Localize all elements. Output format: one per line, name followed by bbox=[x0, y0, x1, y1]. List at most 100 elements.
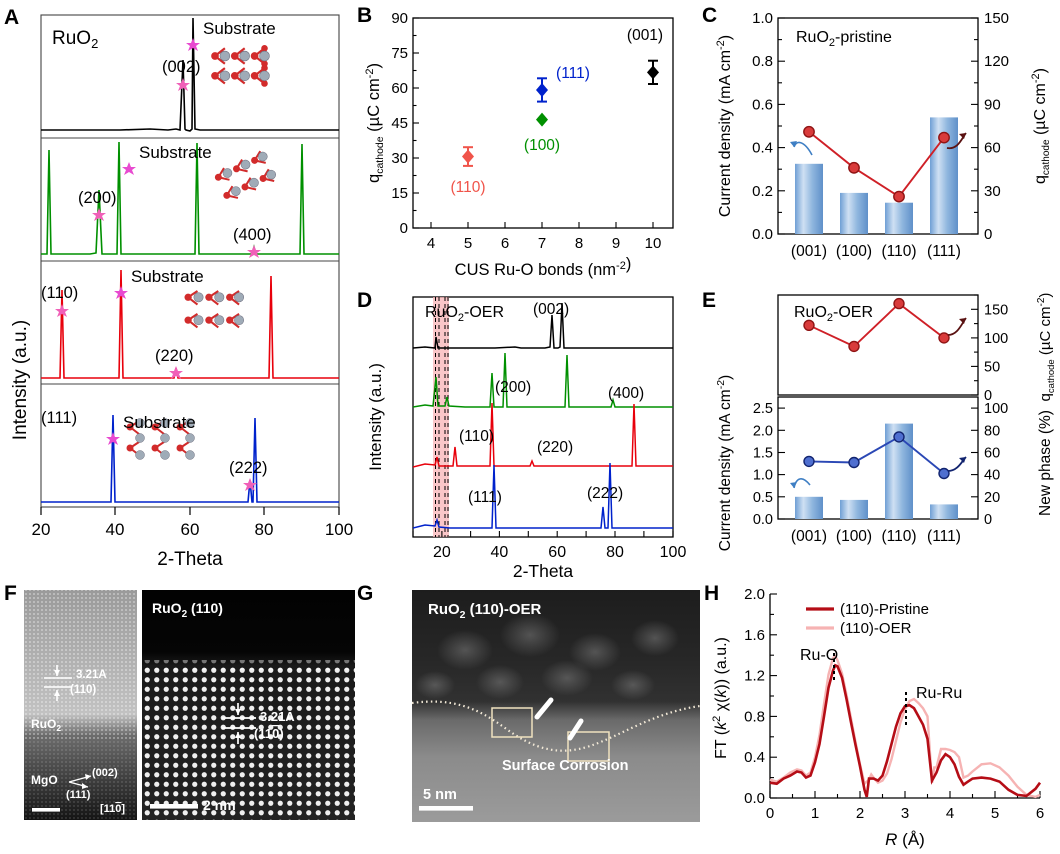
panel-d: D (002) (200) (400 bbox=[355, 285, 700, 581]
svg-text:(100): (100) bbox=[836, 243, 872, 260]
svg-text:8: 8 bbox=[575, 235, 583, 252]
panel-h-series-oer bbox=[769, 654, 1041, 799]
panel-h-series-pristine bbox=[769, 663, 1042, 798]
g-scalebar bbox=[419, 806, 473, 811]
panel-b-datapoints: (110) (100) (111) bbox=[450, 27, 663, 196]
f-left-spacing: 3.21A bbox=[76, 669, 107, 681]
svg-text:15: 15 bbox=[391, 185, 408, 202]
g-texture-blobs bbox=[415, 613, 679, 700]
svg-text:0.8: 0.8 bbox=[752, 53, 773, 70]
panel-a-ylabel: Intensity (a.u.) bbox=[10, 320, 31, 440]
g-interface-line bbox=[411, 700, 701, 752]
panel-e-ylabel-right: New phase (%) bbox=[1037, 410, 1054, 516]
panel-e-top-ticks-right bbox=[971, 294, 978, 396]
peak-label-200: (200) bbox=[78, 189, 117, 207]
svg-text:0.2: 0.2 bbox=[752, 183, 773, 200]
panel-f-images: 3.21A (110) RuO2 MgO (002) (111) [110] bbox=[24, 590, 355, 820]
panel-e-ylabel: Current density (mA cm-2) bbox=[715, 375, 734, 551]
point-110: (110) bbox=[450, 146, 486, 196]
panel-d-peak-labels: (002) (200) (400) (110) (220) (111) (222… bbox=[459, 301, 644, 506]
point-111: (111) bbox=[536, 65, 590, 103]
f-right-scalebar-label: 2 nm bbox=[203, 797, 236, 813]
g-arrows bbox=[534, 697, 584, 741]
inset-crystal-a3 bbox=[184, 290, 245, 329]
f-plane-111: (111) bbox=[66, 789, 91, 801]
panel-b: B 0 15 30 45 60 75 90 bbox=[355, 0, 700, 290]
panel-b-letter: B bbox=[357, 4, 373, 27]
panel-h-xlabel: R (Å) bbox=[885, 830, 925, 849]
svg-text:(200): (200) bbox=[495, 379, 531, 396]
panel-e-categories: (001) (100) (110) (111) bbox=[791, 528, 961, 545]
panel-e-bottom-ticks-right bbox=[971, 407, 978, 520]
svg-text:100: 100 bbox=[984, 331, 1008, 347]
svg-text:30: 30 bbox=[391, 150, 408, 167]
panel-a-title: RuO2 bbox=[52, 28, 98, 51]
f-right-spacing: 3.21A bbox=[260, 709, 295, 724]
svg-text:90: 90 bbox=[391, 10, 408, 27]
svg-text:0.8: 0.8 bbox=[744, 708, 765, 725]
svg-text:60: 60 bbox=[391, 80, 408, 97]
panel-c-line-markers bbox=[803, 125, 950, 203]
svg-text:(222): (222) bbox=[587, 485, 623, 502]
svg-text:80: 80 bbox=[255, 520, 274, 539]
svg-text:(100): (100) bbox=[524, 137, 560, 154]
svg-text:(110): (110) bbox=[450, 179, 485, 196]
label-substrate-a1: Substrate bbox=[203, 19, 276, 38]
f-right-title: RuO2 (110) bbox=[152, 600, 223, 620]
label-substrate-a3: Substrate bbox=[131, 267, 204, 286]
panel-b-xticks: 4 5 6 7 8 9 10 bbox=[427, 235, 662, 252]
panel-c-ylabel-right: qcathode (µC cm-2) bbox=[1030, 68, 1052, 184]
panel-c-line bbox=[808, 131, 945, 198]
svg-text:20: 20 bbox=[984, 490, 1000, 506]
svg-text:40: 40 bbox=[491, 544, 509, 561]
svg-text:(400): (400) bbox=[608, 385, 644, 402]
svg-text:0.0: 0.0 bbox=[753, 512, 773, 528]
panel-a-letter: A bbox=[4, 6, 20, 29]
panel-d-plot: (002) (200) (400) (110) (220) (111) (222… bbox=[366, 296, 686, 581]
peak-label-222: (222) bbox=[229, 459, 268, 477]
panel-c-yticks-left: 0.0 0.2 0.4 0.6 0.8 1.0 bbox=[752, 10, 773, 243]
peak-label-400: (400) bbox=[233, 226, 272, 244]
label-substrate-a2: Substrate bbox=[139, 143, 212, 162]
svg-text:60: 60 bbox=[181, 520, 200, 539]
peak-label-002: (002) bbox=[162, 58, 201, 76]
svg-text:0.4: 0.4 bbox=[752, 140, 773, 157]
panel-e: E 0 50 100 150 bbox=[700, 285, 1060, 580]
svg-text:(220): (220) bbox=[537, 439, 573, 456]
svg-text:1.2: 1.2 bbox=[744, 668, 765, 685]
svg-text:100: 100 bbox=[984, 401, 1008, 417]
svg-text:0.4: 0.4 bbox=[744, 749, 765, 766]
panel-e-top-ylabel-right: qcathode (µC cm-2) bbox=[1036, 293, 1057, 402]
panel-e-title: RuO2-OER bbox=[794, 304, 873, 324]
svg-text:5: 5 bbox=[991, 805, 999, 822]
svg-text:3: 3 bbox=[901, 805, 909, 822]
svg-text:2: 2 bbox=[856, 805, 864, 822]
svg-text:40: 40 bbox=[106, 520, 125, 539]
svg-text:(111): (111) bbox=[468, 489, 502, 506]
svg-text:(110): (110) bbox=[881, 243, 916, 260]
panel-h-ylabel: FT (k2 χ(k)) (a.u.) bbox=[711, 637, 730, 759]
panel-e-plot: 0 50 100 150 RuO2-OER qcathode (µC cm-2) bbox=[715, 293, 1057, 552]
svg-text:150: 150 bbox=[984, 302, 1008, 318]
svg-text:6: 6 bbox=[501, 235, 509, 252]
panel-f-letter: F bbox=[4, 582, 17, 605]
panel-b-yticks: 0 15 30 45 60 75 90 bbox=[391, 10, 408, 237]
panel-e-bottom-line bbox=[808, 435, 945, 475]
svg-text:(100): (100) bbox=[836, 528, 872, 545]
svg-text:(110): (110) bbox=[881, 528, 916, 545]
f-right-spacing-marker bbox=[222, 703, 256, 744]
svg-text:7: 7 bbox=[538, 235, 546, 252]
panel-c-yticks-right: 0 30 60 90 120 150 bbox=[984, 10, 1009, 243]
svg-text:0: 0 bbox=[984, 226, 992, 243]
svg-text:(001): (001) bbox=[791, 243, 827, 260]
g-roi-box-2 bbox=[567, 731, 610, 762]
peak-markers-a bbox=[55, 78, 261, 491]
svg-text:1.0: 1.0 bbox=[753, 468, 773, 484]
panel-b-xlabel: CUS Ru-O bonds (nm-2) bbox=[455, 255, 632, 279]
svg-text:75: 75 bbox=[391, 45, 408, 62]
svg-text:0.5: 0.5 bbox=[753, 490, 773, 506]
svg-text:45: 45 bbox=[391, 115, 408, 132]
g-roi-box-1 bbox=[491, 707, 533, 738]
